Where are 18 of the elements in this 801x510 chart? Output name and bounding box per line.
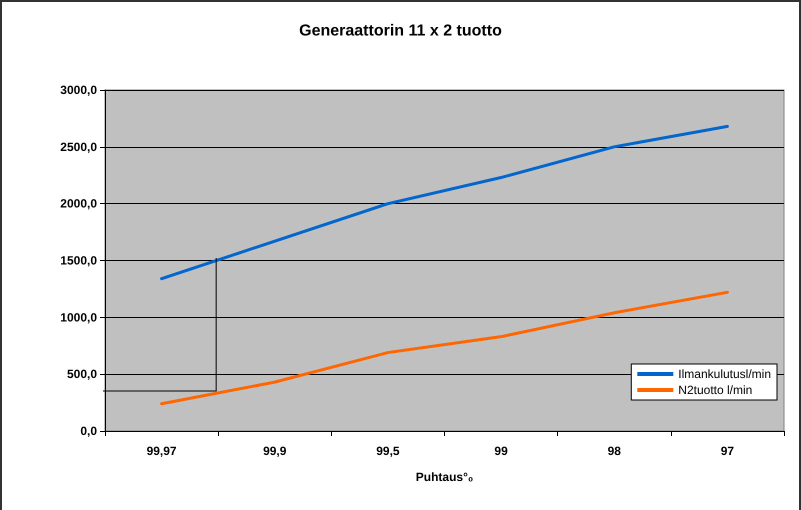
y-tick-label: 1000,0 [60,310,98,324]
y-tick-label: 0,0 [80,424,98,438]
x-tick-label: 99,5 [376,444,400,458]
x-tick-label: 99 [494,444,508,458]
line-series [160,124,729,280]
x-tick-label: 99,97 [146,444,177,458]
y-tick-label: 2000,0 [60,196,98,211]
y-tick-label: 3000,0 [60,83,98,97]
legend-label: N2tuotto l/min [678,383,752,397]
x-axis-title: Puhtaus°₀ [416,470,474,484]
x-tick-label: 97 [720,444,734,458]
y-tick-label: 500,0 [66,367,98,382]
x-tick-label: 99,9 [263,444,287,458]
x-tick-label: 98 [608,444,622,458]
legend-label: Ilmankulutusl/min [678,367,771,381]
y-tick-label: 1500,0 [60,254,98,268]
chart-title: Generaattorin 11 x 2 tuotto [299,22,502,40]
y-tick-label: 2500,0 [60,140,98,154]
